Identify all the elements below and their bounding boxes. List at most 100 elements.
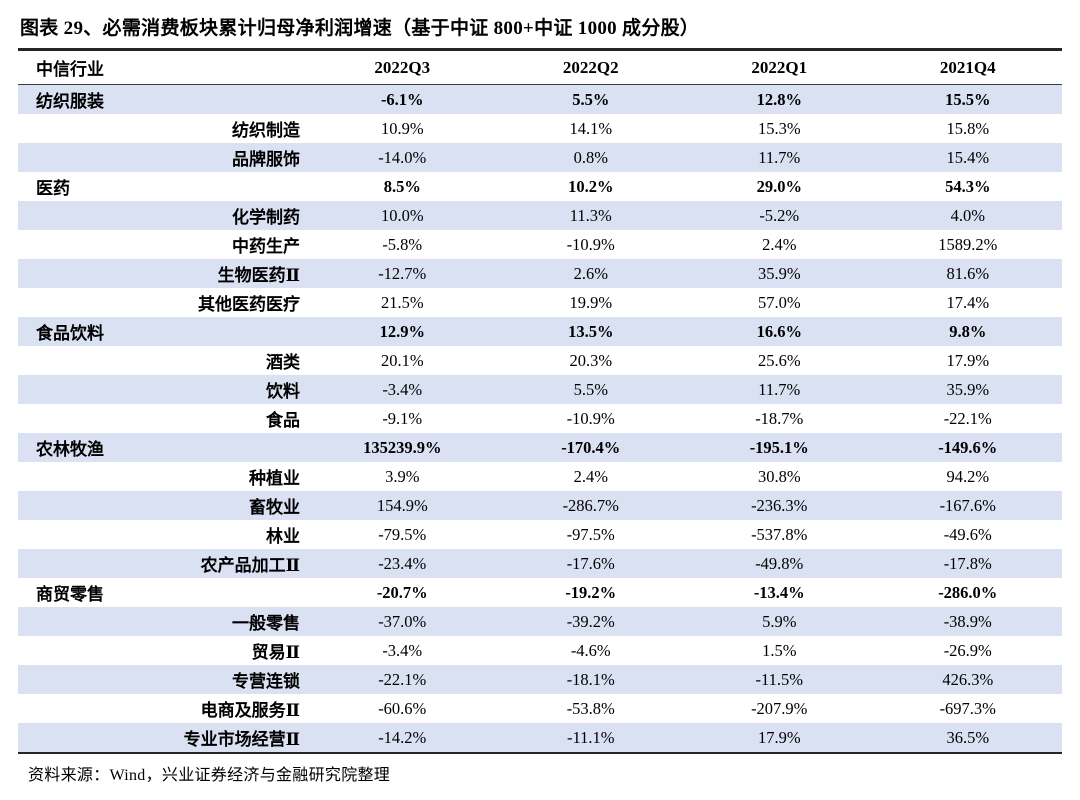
sub-industry-row: 电商及服务Ⅱ -60.6% -53.8% -207.9% -697.3% [18, 694, 1062, 723]
row-label: 化学制药 [232, 208, 300, 227]
growth-value-cell: -19.2% [565, 582, 617, 602]
growth-value-cell: -26.9% [943, 640, 992, 660]
growth-value-cell: -170.4% [561, 437, 621, 457]
growth-value-cell: -3.4% [382, 379, 423, 399]
sub-industry-row: 品牌服饰 -14.0% 0.8% 11.7% 15.4% [18, 143, 1062, 172]
growth-value-cell: -5.2% [759, 205, 800, 225]
growth-value-cell: 10.2% [568, 176, 614, 196]
sub-industry-row: 中药生产 -5.8% -10.9% 2.4% 1589.2% [18, 230, 1062, 259]
growth-value-cell: -13.4% [753, 582, 805, 602]
growth-value-cell: 15.3% [757, 118, 801, 138]
growth-value-cell: 12.9% [379, 321, 425, 341]
sub-industry-row: 化学制药 10.0% 11.3% -5.2% 4.0% [18, 201, 1062, 230]
row-label: 一般零售 [232, 614, 300, 633]
figure-title: 图表 29、必需消费板块累计归母净利润增速（基于中证 800+中证 1000 成… [20, 18, 700, 39]
growth-value-cell: 11.7% [758, 379, 801, 399]
growth-value-cell: -38.9% [943, 611, 992, 631]
row-label: 生物医药Ⅱ [217, 266, 300, 285]
sub-industry-row: 畜牧业 154.9% -286.7% -236.3% -167.6% [18, 491, 1062, 520]
row-label: 专营连锁 [232, 672, 300, 691]
row-label: 畜牧业 [249, 498, 300, 517]
growth-value-cell: -18.1% [566, 669, 615, 689]
growth-value-cell: 36.5% [946, 727, 990, 747]
growth-value-cell: 35.9% [757, 263, 801, 283]
industry-row: 商贸零售 -20.7% -19.2% -13.4% -286.0% [18, 578, 1062, 607]
growth-value-cell: 2.6% [573, 263, 608, 283]
growth-value-cell: -49.6% [943, 524, 992, 544]
growth-value-cell: 1589.2% [938, 234, 998, 254]
sub-industry-row: 专营连锁 -22.1% -18.1% -11.5% 426.3% [18, 665, 1062, 694]
growth-value-cell: -167.6% [939, 495, 996, 515]
growth-value-cell: -5.8% [382, 234, 423, 254]
growth-value-cell: -39.2% [566, 611, 615, 631]
growth-value-cell: -10.9% [566, 234, 615, 254]
growth-value-cell: 1.5% [762, 640, 797, 660]
growth-value-cell: -195.1% [749, 437, 809, 457]
sub-industry-row: 林业 -79.5% -97.5% -537.8% -49.6% [18, 520, 1062, 549]
growth-value-cell: 15.5% [945, 89, 991, 109]
growth-value-cell: 17.4% [946, 292, 990, 312]
row-label: 种植业 [249, 469, 300, 488]
row-label: 酒类 [266, 353, 300, 372]
sub-industry-row: 纺织制造 10.9% 14.1% 15.3% 15.8% [18, 114, 1062, 143]
growth-value-cell: 30.8% [757, 466, 801, 486]
row-label: 专业市场经营Ⅱ [183, 730, 300, 749]
growth-value-cell: -537.8% [751, 524, 808, 544]
sub-industry-row: 农产品加工Ⅱ -23.4% -17.6% -49.8% -17.8% [18, 549, 1062, 578]
growth-value-cell: -49.8% [755, 553, 804, 573]
growth-value-cell: -236.3% [751, 495, 808, 515]
growth-value-cell: -286.7% [562, 495, 619, 515]
growth-value-cell: 5.5% [572, 89, 610, 109]
growth-value-cell: 15.8% [946, 118, 990, 138]
header-industry-column: 中信行业 [18, 49, 308, 85]
growth-value-cell: -3.4% [382, 640, 423, 660]
growth-value-cell: 13.5% [568, 321, 614, 341]
growth-value-cell: 10.9% [380, 118, 424, 138]
growth-value-cell: 5.9% [762, 611, 797, 631]
growth-value-cell: -11.5% [755, 669, 803, 689]
industry-row: 农林牧渔 135239.9% -170.4% -195.1% -149.6% [18, 433, 1062, 462]
header-quarter-2021q4: 2021Q4 [873, 49, 1062, 85]
row-label: 商贸零售 [36, 585, 104, 604]
growth-value-cell: 81.6% [946, 263, 990, 283]
row-label: 农林牧渔 [36, 440, 104, 459]
growth-value-cell: 94.2% [946, 466, 990, 486]
row-label: 电商及服务Ⅱ [200, 701, 300, 720]
table-header-row: 中信行业 2022Q3 2022Q2 2022Q1 2021Q4 [18, 49, 1062, 85]
industry-row: 纺织服装 -6.1% 5.5% 12.8% 15.5% [18, 84, 1062, 114]
growth-value-cell: -207.9% [751, 698, 808, 718]
row-label: 纺织服装 [36, 92, 104, 111]
growth-value-cell: -37.0% [378, 611, 427, 631]
row-label: 食品 [266, 411, 300, 430]
growth-value-cell: 4.0% [950, 205, 985, 225]
row-label: 林业 [266, 527, 300, 546]
growth-value-cell: -697.3% [939, 698, 996, 718]
growth-value-cell: 12.8% [756, 89, 802, 109]
growth-value-cell: 5.5% [573, 379, 608, 399]
growth-value-cell: -12.7% [378, 263, 427, 283]
growth-value-cell: 20.1% [380, 350, 424, 370]
sub-industry-row: 种植业 3.9% 2.4% 30.8% 94.2% [18, 462, 1062, 491]
row-label: 其他医药医疗 [198, 295, 300, 314]
growth-value-cell: -53.8% [566, 698, 615, 718]
growth-value-cell: -20.7% [376, 582, 428, 602]
growth-value-cell: -286.0% [938, 582, 998, 602]
growth-value-cell: 0.8% [573, 147, 608, 167]
growth-value-cell: 154.9% [376, 495, 428, 515]
growth-value-cell: 57.0% [757, 292, 801, 312]
sub-industry-row: 食品 -9.1% -10.9% -18.7% -22.1% [18, 404, 1062, 433]
growth-value-cell: 9.8% [949, 321, 987, 341]
row-label: 医药 [36, 179, 70, 198]
sub-industry-row: 一般零售 -37.0% -39.2% 5.9% -38.9% [18, 607, 1062, 636]
row-label: 食品饮料 [36, 324, 104, 343]
growth-value-cell: 14.1% [569, 118, 613, 138]
growth-value-cell: 426.3% [942, 669, 994, 689]
row-label: 品牌服饰 [232, 150, 300, 169]
growth-value-cell: 25.6% [757, 350, 801, 370]
growth-value-cell: -97.5% [566, 524, 615, 544]
growth-value-cell: -14.0% [378, 147, 427, 167]
growth-value-cell: -11.1% [566, 727, 615, 747]
growth-value-cell: 20.3% [569, 350, 613, 370]
growth-value-cell: -6.1% [380, 89, 424, 109]
